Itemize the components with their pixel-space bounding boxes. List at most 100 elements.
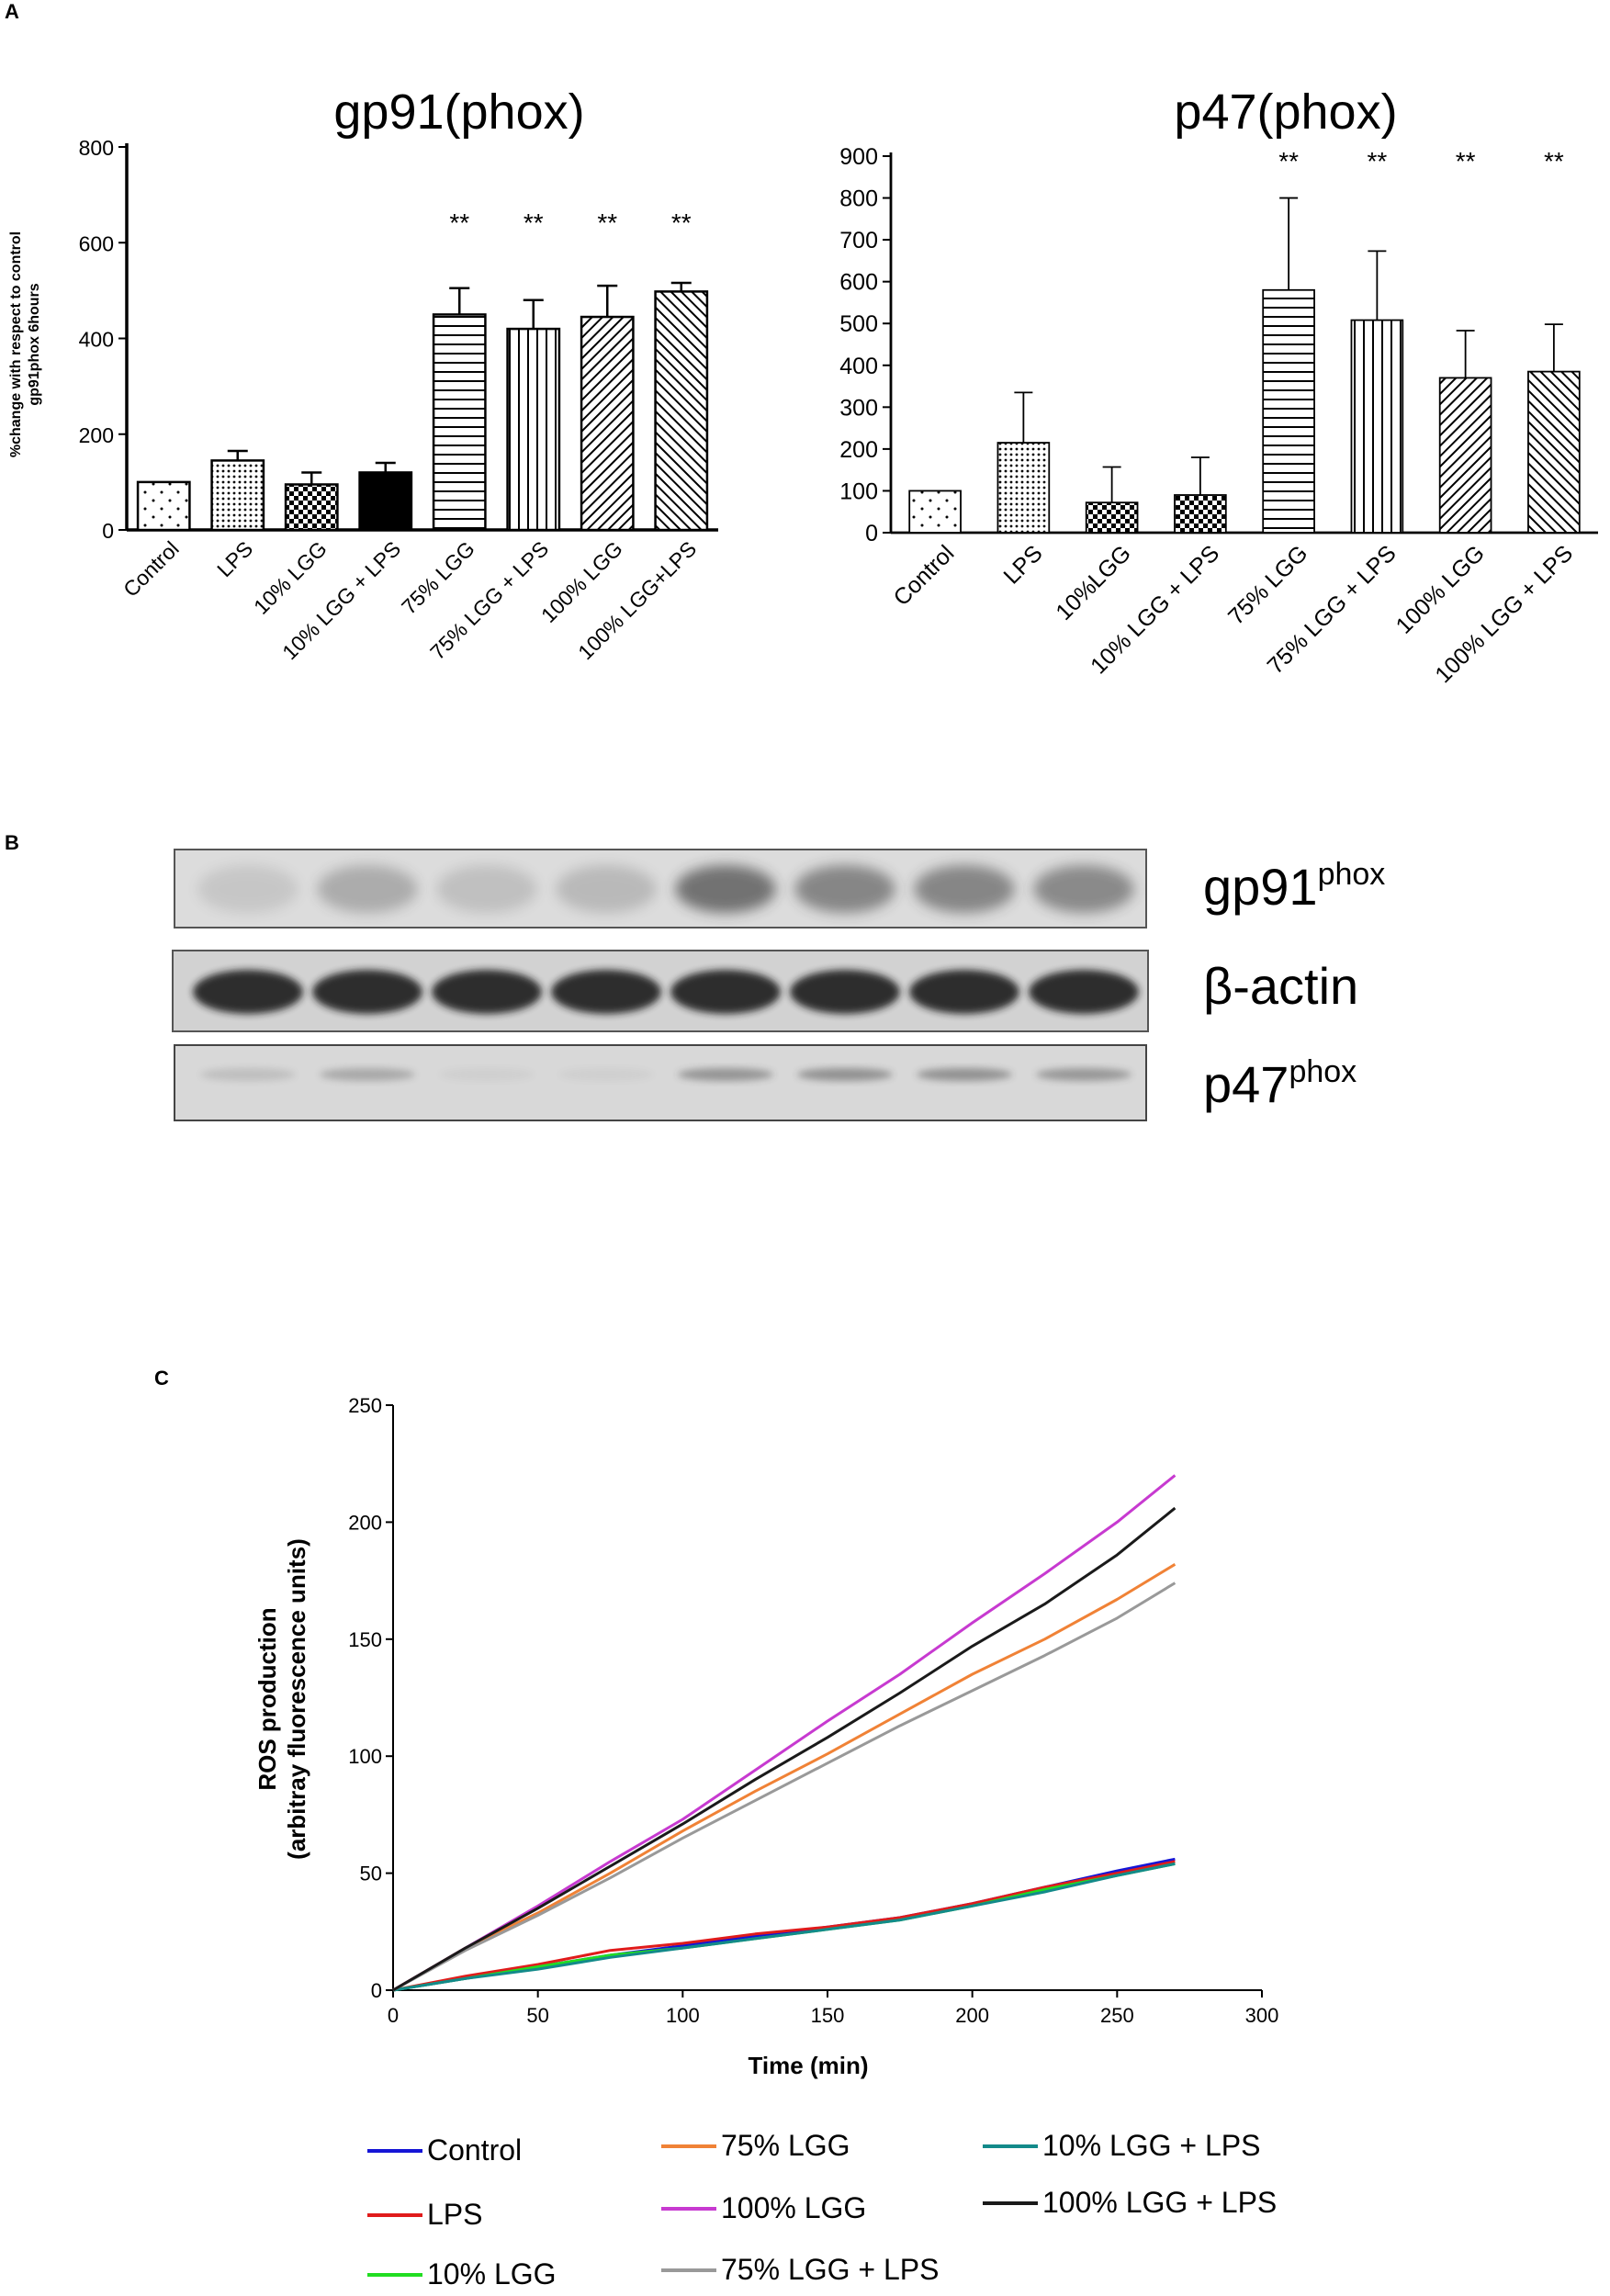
ros-y-label-line-1: ROS production [253,1607,281,1790]
blot-band-beta-actin [193,970,303,1014]
p47-category-label: 10%LGG [1051,540,1136,625]
ros-series-line [392,1581,1177,1992]
ros-y-tick-label: 200 [348,1511,382,1534]
blot-band-gp91 [1033,865,1134,913]
ros-y-axis-label: ROS production (arbitray fluorescence un… [253,1538,310,1860]
p47-bar [1527,370,1581,534]
legend-label: Control [427,2133,522,2167]
gp91-bar [506,327,561,532]
legend-label: 75% LGG + LPS [721,2253,939,2286]
blot-band-gp91 [197,865,298,913]
legend-label: 75% LGG [721,2129,850,2162]
blot-band-beta-actin [312,970,422,1014]
p47-chart-title: p47(phox) [1174,84,1397,140]
ros-x-tick-label: 0 [388,2004,399,2027]
p47-y-tick-label: 100 [839,478,878,504]
gp91-y-tick-label: 600 [79,231,114,255]
gp91-bar [358,471,413,532]
ros-y-tick-label: 250 [348,1394,382,1417]
p47-significance-mark: ** [1367,147,1387,175]
gp91-chart-title: gp91(phox) [333,84,584,140]
western-blot: gp91phox β-actin p47phox [172,849,1385,1121]
blot-label-beta-actin: β-actin [1203,957,1358,1015]
blot-band-beta-actin [551,970,661,1014]
p47-y-tick-label: 400 [839,354,878,379]
legend-label: 100% LGG + LPS [1042,2186,1277,2219]
p47-bar [1174,494,1227,534]
blot-band-beta-actin [1029,970,1139,1014]
blot-band-gp91 [556,865,657,913]
p47-bar [1438,377,1492,534]
blot-band-gp91 [675,865,776,913]
blot-band-beta-actin [670,970,781,1014]
p47-y-tick-label: 900 [839,144,878,170]
p47-category-label: Control [889,540,960,611]
ros-series-line [392,1506,1177,1992]
blot-band-beta-actin [909,970,1019,1014]
legend-label: 10% LGG [427,2257,557,2290]
gp91-significance-mark: ** [671,208,692,237]
blot-label-p47-main: p47 [1203,1055,1289,1113]
gp91-category-label: LPS [212,536,257,581]
p47-y-tick-label: 800 [839,186,878,212]
ros-x-tick-label: 200 [955,2004,989,2027]
blot-band-p47 [200,1068,296,1081]
ros-line-chart: Time (min) ROS production (arbitray fluo… [253,1394,1278,2079]
ros-y-tick-label: 0 [371,1979,382,2002]
gp91-significance-mark: ** [524,208,544,237]
panel-label-a: A [5,0,19,23]
p47-significance-mark: ** [1278,147,1299,175]
gp91-y-tick-label: 0 [102,519,114,543]
ros-x-tick-label: 250 [1100,2004,1134,2027]
p47-significance-mark: ** [1456,147,1476,175]
p47-y-tick-label: 200 [839,437,878,463]
p47-y-tick-label: 600 [839,270,878,296]
ros-series-line [392,1563,1177,1992]
panel-label-b: B [5,831,19,854]
blot-label-p47: p47phox [1203,1054,1357,1113]
ros-x-tick-label: 300 [1245,2004,1279,2027]
blot-band-p47 [797,1068,893,1081]
p47-bar [1085,501,1139,534]
blot-band-gp91 [794,865,895,913]
blot-band-p47 [558,1068,654,1081]
ros-legend: Control LPS 10% LGG 75% LGG 100% LGG 10% LGG … [367,2129,1277,2290]
p47-y-tick-label: 700 [839,228,878,253]
ros-series-line [392,1860,1176,1992]
blot-label-beta-actin-main: β-actin [1203,957,1358,1015]
gp91-y-label-line-2: gp91phox 6hours [27,283,42,405]
gp91-bar [432,313,487,532]
blot-band-gp91 [436,865,537,913]
p47-significance-mark: ** [1544,147,1564,175]
gp91-bar [136,480,191,532]
blot-band-beta-actin [790,970,900,1014]
gp91-bar-chart: gp91(phox) %change with respect to contr… [8,84,718,664]
blot-band-beta-actin [432,970,542,1014]
gp91-bar [654,290,709,532]
gp91-bar [580,315,635,532]
blot-band-p47 [320,1068,415,1081]
legend-label: LPS [427,2198,482,2231]
p47-bar [908,490,962,534]
ros-y-tick-label: 100 [348,1745,382,1768]
p47-bar-chart: p47(phox) 0 100 200 300 400 500 600 700 800 900 Co… [839,84,1598,688]
p47-category-label: 75% LGG [1223,540,1312,629]
ros-y-tick-label: 50 [360,1863,382,1885]
gp91-y-label-line-1: %change with respect to control [8,231,24,457]
gp91-bar [210,459,265,532]
gp91-y-tick-label: 800 [79,136,114,160]
p47-bar [1350,319,1404,534]
blot-bands [193,865,1139,1081]
blot-band-p47 [1036,1068,1132,1081]
p47-y-tick-label: 0 [865,521,878,546]
gp91-y-axis-label: %change with respect to control gp91phox… [8,231,42,457]
ros-x-axis-label: Time (min) [749,2052,869,2079]
panel-label-c: C [154,1367,169,1390]
ros-x-tick-label: 150 [811,2004,845,2027]
p47-category-label: LPS [998,540,1047,589]
gp91-significance-mark: ** [597,208,617,237]
gp91-y-tick-label: 400 [79,328,114,352]
gp91-significance-mark: ** [449,208,469,237]
gp91-bar [284,483,339,532]
